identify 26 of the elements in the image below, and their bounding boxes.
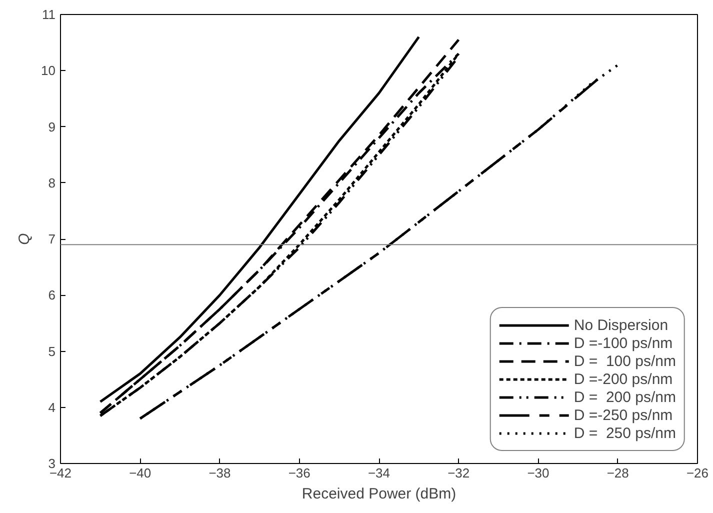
y-tick-label: 6 — [48, 288, 56, 303]
y-tick-label: 10 — [41, 63, 56, 78]
x-axis-title: Received Power (dBm) — [302, 486, 456, 502]
y-tick-label: 8 — [48, 175, 56, 190]
x-tick-label: −36 — [288, 466, 310, 480]
x-tick-label: −34 — [368, 466, 390, 480]
y-tick-label: 7 — [48, 232, 56, 246]
y-tick-label: 9 — [48, 119, 56, 134]
y-tick-label: 11 — [42, 7, 56, 22]
y-tick-label: 5 — [48, 344, 56, 359]
x-tick-label: −38 — [208, 466, 231, 480]
legend-label: D = 100 ps/nm — [574, 352, 676, 370]
x-tick-label: −26 — [686, 466, 709, 480]
y-tick-label: 4 — [48, 400, 56, 415]
legend-label: D =-250 ps/nm — [574, 406, 673, 424]
x-tick-label: −28 — [606, 466, 629, 480]
x-tick-label: −32 — [448, 466, 470, 480]
x-tick-label: −30 — [527, 466, 550, 480]
legend-label: D = 200 ps/nm — [574, 388, 676, 406]
y-tick-label: 3 — [48, 456, 56, 471]
legend-label: D =-200 ps/nm — [574, 370, 673, 388]
legend-label: D =-100 ps/nm — [574, 334, 673, 352]
legend-label: No Dispersion — [574, 316, 668, 334]
legend-label: D = 250 ps/nm — [574, 424, 676, 442]
y-axis-title: Q — [16, 232, 34, 245]
x-tick-label: −40 — [129, 466, 152, 480]
